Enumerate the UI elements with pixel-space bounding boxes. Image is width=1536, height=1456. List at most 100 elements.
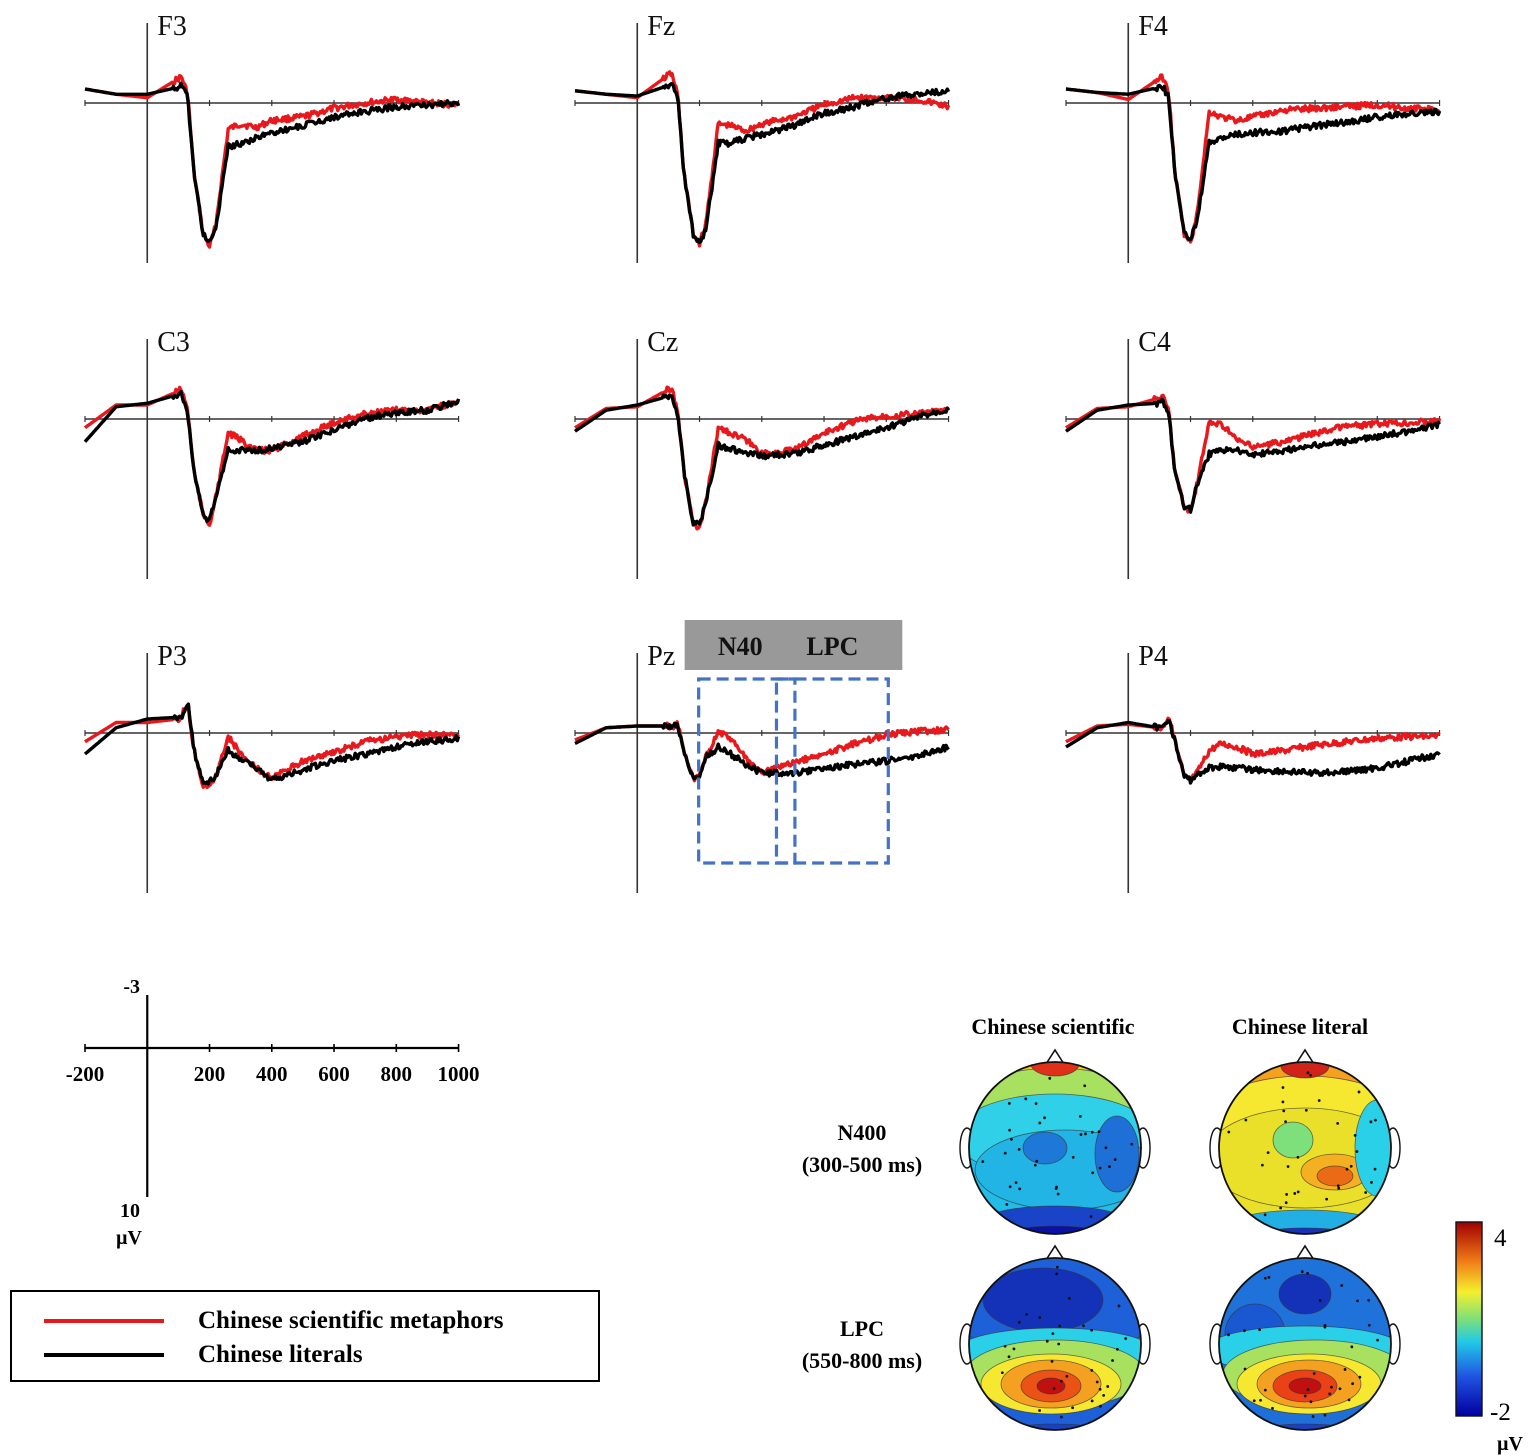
electrode-dot (1095, 1380, 1099, 1384)
topographic-maps: Chinese scientific Chinese literal N400 (30… (802, 1014, 1401, 1431)
electrode-dot (1055, 1265, 1059, 1269)
electrode-dot (1038, 1316, 1042, 1319)
electrode-dot (1323, 1325, 1327, 1329)
electrode-dot (1306, 1071, 1310, 1075)
electrode-dot (1244, 1118, 1248, 1122)
electrode-dot (1284, 1201, 1288, 1205)
electrode-dot (1052, 1387, 1056, 1391)
electrode-dot (1090, 1369, 1094, 1372)
electrode-dot (1012, 1347, 1016, 1351)
topo-lpc-literal (1209, 1244, 1401, 1431)
electrode-label: P3 (157, 641, 187, 672)
electrode-dot (1285, 1193, 1289, 1196)
electrode-dot (1279, 1206, 1283, 1210)
electrode-dot (1124, 1337, 1128, 1340)
time-windows: N400 LPC (684, 620, 903, 865)
scale-tick-label: 600 (318, 1062, 350, 1086)
electrode-dot (1374, 1118, 1377, 1122)
panel-c4: C4 (1064, 327, 1442, 579)
electrode-dot (1102, 1394, 1106, 1397)
electrode-dot (1336, 1121, 1340, 1125)
series-metaphors (83, 385, 460, 527)
electrode-dot (1106, 1385, 1110, 1388)
electrode-dot (1263, 1388, 1267, 1392)
electrode-dot (1309, 1400, 1313, 1404)
window-frame (697, 677, 797, 865)
electrode-dot (1293, 1192, 1297, 1195)
topo-fill (1219, 1258, 1391, 1430)
panel-fz: Fz (574, 11, 951, 263)
electrode-dot (1071, 1406, 1075, 1410)
scale-tick-label: 1000 (438, 1062, 480, 1086)
electrode-dot (981, 1160, 985, 1164)
electrode-dot (1065, 1374, 1069, 1378)
electrode-dot (1018, 1187, 1022, 1191)
electrode-dot (1296, 1155, 1300, 1159)
electrode-dot (1330, 1385, 1333, 1389)
electrode-dot (1357, 1090, 1361, 1094)
topo-lpc-scientific (959, 1244, 1151, 1431)
electrode-dot (1271, 1406, 1274, 1410)
electrode-dot (1267, 1275, 1271, 1279)
electrode-dot (1055, 1185, 1058, 1189)
panel-f4: F4 (1065, 11, 1442, 263)
series-literals (83, 390, 461, 523)
electrode-dot (1227, 1130, 1231, 1134)
topo-column-label: Chinese scientific (971, 1014, 1134, 1039)
electrode-dot (1060, 1415, 1063, 1419)
electrode-dot (1296, 1190, 1300, 1194)
colorbar-min-label: -2 (1490, 1399, 1511, 1426)
topo-fill (1219, 1062, 1391, 1234)
scale-unit-label: µV (116, 1227, 143, 1249)
series-literals (1065, 718, 1441, 785)
electrode-dot (1318, 1299, 1322, 1302)
legend-swatch-literals (44, 1353, 164, 1357)
electrode-dot (1349, 1164, 1353, 1168)
panel-pz: Pz (574, 641, 950, 893)
electrode-dot (1367, 1298, 1371, 1302)
electrode-dot (1281, 1086, 1285, 1089)
panel-cz: Cz (573, 327, 951, 579)
scale-tick-label: 400 (256, 1062, 288, 1086)
electrode-label: C3 (157, 327, 190, 358)
electrode-dot (1045, 1339, 1049, 1343)
scale-y-top-label: -3 (123, 976, 140, 998)
legend-label-metaphors: Chinese scientific metaphors (198, 1307, 504, 1334)
series-metaphors (1065, 393, 1442, 514)
window-label-box (762, 620, 903, 670)
scale-tick-label: -200 (66, 1062, 105, 1086)
electrode-label: Pz (647, 641, 675, 672)
electrode-dot (1104, 1146, 1108, 1150)
head-outline (968, 1257, 1142, 1431)
electrode-dot (1347, 1398, 1351, 1402)
electrode-dot (1252, 1399, 1256, 1403)
electrode-dot (1083, 1084, 1087, 1088)
electrode-dot (1311, 1415, 1315, 1418)
series-metaphors (84, 73, 461, 249)
topo-row-window: (300-500 ms) (802, 1152, 922, 1177)
colorbar-unit-label: µV (1497, 1433, 1524, 1455)
series-metaphors (1065, 716, 1441, 782)
head-outline (1218, 1061, 1392, 1235)
contour (1272, 1121, 1314, 1159)
electrode-label: F3 (157, 11, 187, 42)
electrode-dot (1367, 1323, 1371, 1327)
electrode-dot (1038, 1409, 1041, 1412)
electrode-dot (1356, 1299, 1359, 1303)
scale-tick-label: 800 (381, 1062, 413, 1086)
electrode-dot (1035, 1159, 1039, 1163)
electrode-dot (1010, 1137, 1013, 1141)
series-literals (1065, 83, 1442, 242)
topo-row-window: (550-800 ms) (802, 1348, 922, 1373)
electrode-dot (1300, 1270, 1304, 1274)
legend-entry-literals: Chinese literals (12, 1338, 598, 1372)
electrode-label: P4 (1138, 641, 1168, 672)
topo-n400-scientific (959, 1048, 1151, 1235)
electrode-dot (1048, 1076, 1052, 1080)
electrode-dot (1050, 1359, 1054, 1363)
electrode-dot (1078, 1114, 1082, 1118)
electrode-dot (1306, 1271, 1310, 1275)
electrode-dot (1003, 1344, 1007, 1348)
colorbar-max-label: 4 (1494, 1225, 1507, 1252)
